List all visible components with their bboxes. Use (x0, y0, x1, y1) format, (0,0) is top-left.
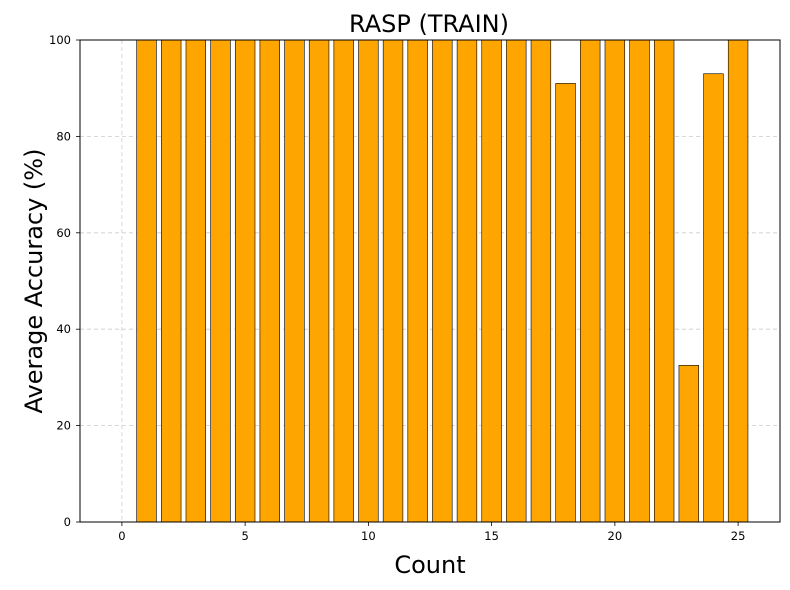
x-tick-label: 25 (731, 529, 746, 543)
bar-1 (136, 39, 157, 523)
bar-25 (727, 39, 749, 523)
bar-7 (284, 39, 305, 523)
bar-4 (210, 39, 231, 523)
plot-frame (79, 39, 781, 523)
bar-19 (580, 39, 601, 523)
bar-11 (382, 39, 404, 523)
bar-8 (308, 39, 330, 523)
bar-21 (629, 39, 650, 523)
x-tick-label: 10 (361, 529, 376, 543)
bar-10 (358, 39, 379, 523)
grid (80, 39, 780, 523)
x-tick-label: 5 (241, 529, 248, 543)
bar-12 (407, 39, 428, 523)
bar-24 (703, 73, 724, 523)
bars (136, 39, 749, 523)
y-tick-label: 0 (64, 515, 71, 529)
x-axis-title: Count (394, 551, 465, 579)
bar-13 (432, 39, 453, 523)
bar-22 (653, 39, 675, 523)
ticks: 0 5 10 15 20 25 0 20 40 60 80 100 (49, 33, 745, 543)
bar-9 (333, 39, 354, 523)
y-axis-title: Average Accuracy (%) (20, 149, 48, 414)
bar-15 (481, 39, 502, 523)
y-tick-label: 20 (56, 419, 71, 433)
bar-17 (530, 39, 552, 523)
x-tick-label: 0 (118, 529, 125, 543)
x-tick-label: 15 (484, 529, 499, 543)
bar-18 (555, 83, 576, 523)
bar-23 (678, 365, 699, 523)
bar-2 (161, 39, 182, 523)
x-tick-label: 20 (608, 529, 623, 543)
bar-5 (234, 39, 256, 523)
y-tick-label: 40 (56, 322, 71, 336)
y-tick-label: 100 (49, 33, 71, 47)
bar-3 (185, 39, 207, 523)
y-tick-label: 60 (56, 226, 71, 240)
y-tick-label: 80 (56, 129, 71, 143)
bar-20 (604, 39, 626, 523)
bar-14 (456, 39, 478, 523)
chart-title: RASP (TRAIN) (349, 10, 509, 38)
bar-16 (506, 39, 527, 523)
bar-6 (259, 39, 280, 523)
